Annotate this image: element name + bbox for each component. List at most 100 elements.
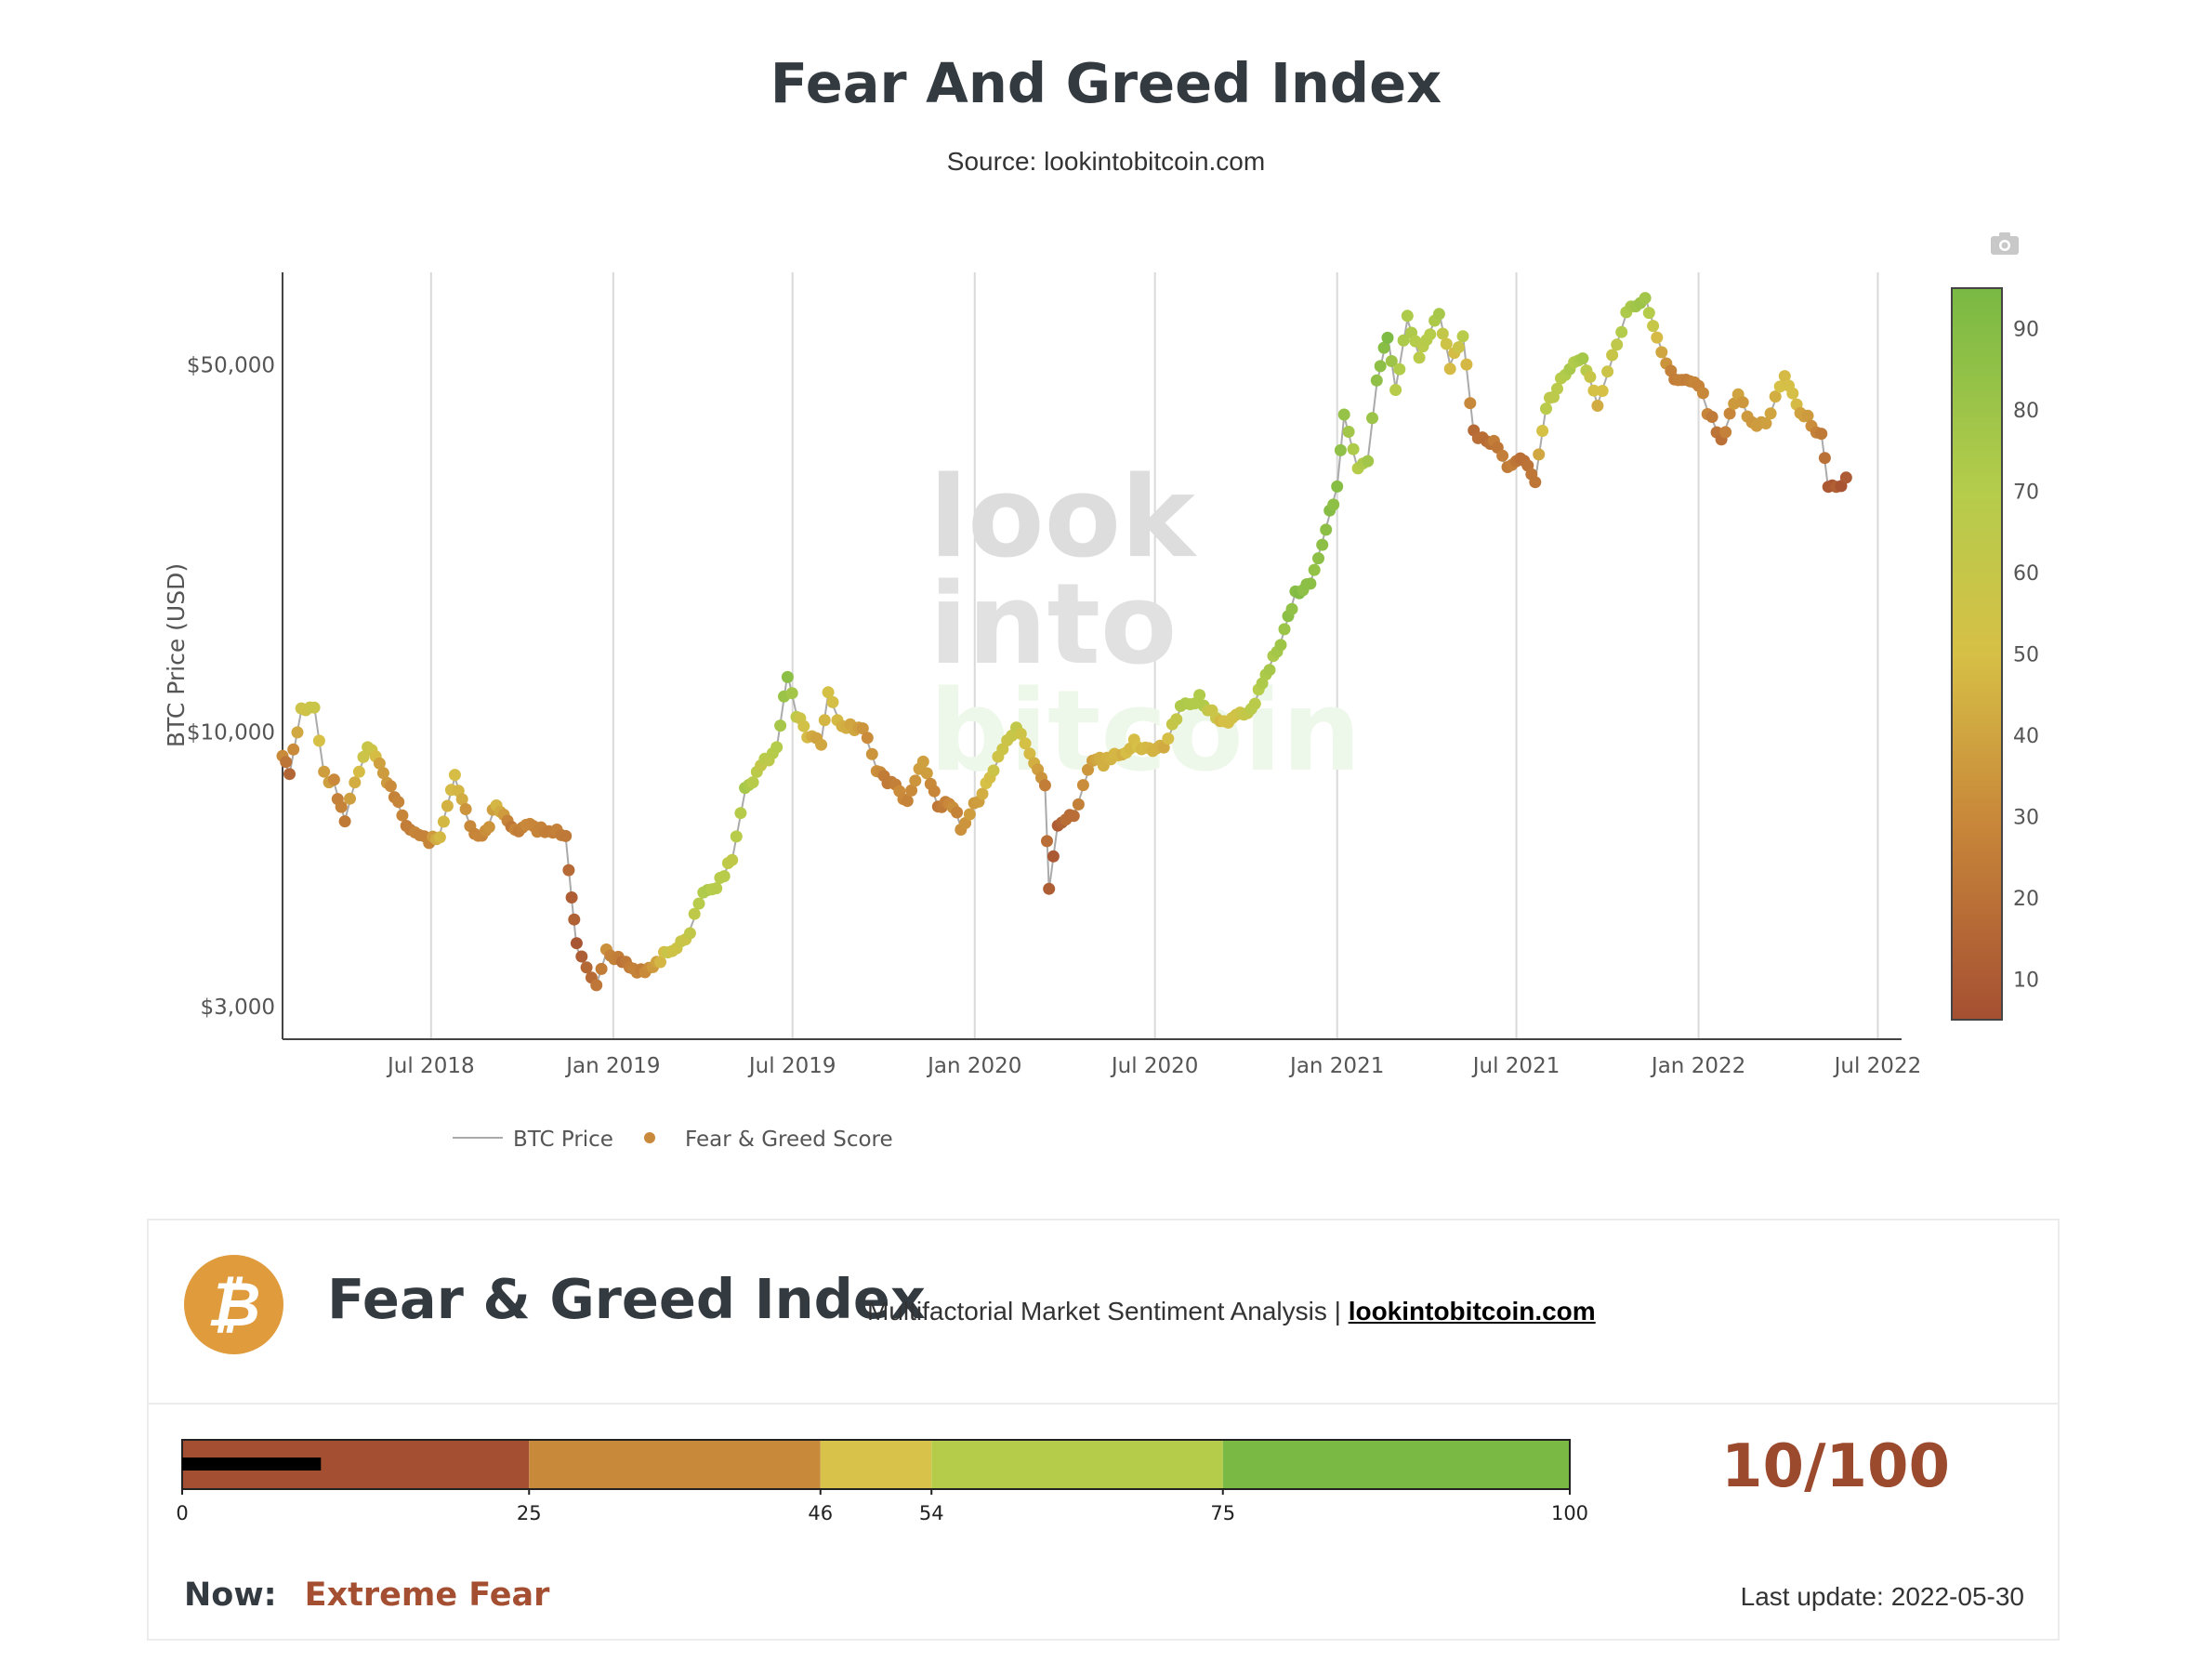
y-axis-label: BTC Price (USD) [163,563,190,747]
fg-marker [1424,328,1437,341]
fg-marker [861,732,874,745]
colorbar-tick-labels: 10 20 30 40 50 60 70 80 90 [2013,319,2039,993]
fg-marker [822,686,835,699]
last-update-date: 2022-05-30 [1890,1582,2024,1611]
fg-marker [1162,732,1175,745]
fg-marker [396,809,409,822]
fg-marker [1436,327,1449,340]
fg-marker [920,767,933,780]
last-update: Last update: 2022-05-30 [1741,1582,2024,1612]
camera-icon[interactable] [1991,232,2019,255]
fg-marker [595,962,608,975]
fg-marker [746,776,759,789]
fg-marker [335,800,348,813]
fg-marker [1606,349,1619,362]
fg-marker [575,950,588,963]
fg-marker [1551,382,1563,395]
fg-marker [1736,396,1749,409]
fg-marker [856,722,869,735]
fg-marker [1041,835,1053,848]
fg-marker [1540,402,1552,416]
fg-marker [1815,428,1828,441]
colorbar-tick: 70 [2013,481,2039,505]
colorbar-tick: 20 [2013,888,2039,911]
fg-marker [1312,552,1324,565]
fg-marker [590,979,603,992]
fg-marker [1801,409,1814,422]
fg-marker [318,765,331,778]
colorbar-gradient [1951,287,2003,1021]
fg-marker [1170,713,1183,726]
fg-marker [1393,363,1406,376]
fg-marker [916,755,929,768]
fg-marker [1696,387,1709,400]
fg-marker [1759,417,1772,429]
fg-marker [1413,351,1426,364]
fg-marker [1389,384,1402,396]
fg-marker [433,831,446,844]
fg-marker [1331,480,1344,493]
colorbar-tick: 60 [2013,562,2039,586]
card-tagline: Multifactorial Market Sentiment Analysis… [867,1297,1596,1326]
gauge-segment [820,1440,932,1489]
legend-fg-label: Fear & Greed Score [685,1128,893,1152]
fg-marker [785,687,798,700]
x-tick-label: Jan 2022 [1650,1054,1745,1078]
colorbar-tick: 10 [2013,969,2039,992]
fg-marker [1038,779,1051,792]
gauge-segment [1222,1440,1570,1489]
fg-marker [1072,798,1085,811]
fear-greed-markers [276,292,1852,992]
fg-marker [928,785,941,798]
svg-text:bitcoin: bitcoin [929,667,1362,797]
chart: look into bitcoin $3,000 $10,000 $50,000 J… [163,232,2039,1152]
fg-marker [1023,747,1036,760]
fg-marker [1705,411,1718,423]
card-title: Fear & Greed Index [327,1267,926,1331]
x-tick-label: Jul 2021 [1471,1054,1560,1078]
fg-marker [1320,523,1333,536]
fg-marker [1082,763,1094,776]
fg-marker [1316,538,1329,551]
fg-marker [1584,371,1597,383]
fg-marker [770,741,783,754]
fg-marker [815,738,828,751]
fg-marker [781,670,794,683]
fg-marker [344,792,356,805]
fg-marker [951,806,964,819]
fg-marker [1274,639,1287,652]
fg-marker [1723,407,1736,420]
colorbar-tick: 80 [2013,400,2039,423]
fg-marker [560,829,573,842]
fg-marker [1655,346,1668,359]
fg-marker [1651,331,1664,344]
card-divider [149,1403,2058,1405]
svg-text:look: look [929,454,1198,583]
gauge-value-bar [182,1458,322,1471]
page-subtitle: Source: lookintobitcoin.com [946,147,1266,176]
fg-marker [1193,689,1206,702]
fg-marker [562,864,575,877]
page-title: Fear And Greed Index [770,51,1442,115]
fg-marker [1719,426,1732,439]
gauge-tick-label: 46 [808,1502,834,1524]
fg-marker [654,956,666,969]
fg-marker [909,774,922,787]
fg-marker [1440,337,1453,350]
watermark: look into bitcoin [929,454,1362,797]
gauge-segment [931,1440,1223,1489]
last-update-label: Last update: [1740,1582,1884,1611]
fg-marker [774,719,787,732]
fg-marker [688,907,701,920]
fg-marker [441,799,454,812]
fg-marker [352,765,365,778]
fg-marker [1536,425,1549,437]
x-tick-label: Jul 2019 [747,1054,836,1078]
x-tick-label: Jul 2022 [1833,1054,1922,1078]
fg-marker [373,757,386,770]
lookintobitcoin-link[interactable]: lookintobitcoin.com [1348,1297,1596,1326]
fg-marker [291,726,304,739]
fg-marker [1576,352,1589,365]
fg-marker [1014,727,1027,740]
fg-marker [987,764,1000,777]
